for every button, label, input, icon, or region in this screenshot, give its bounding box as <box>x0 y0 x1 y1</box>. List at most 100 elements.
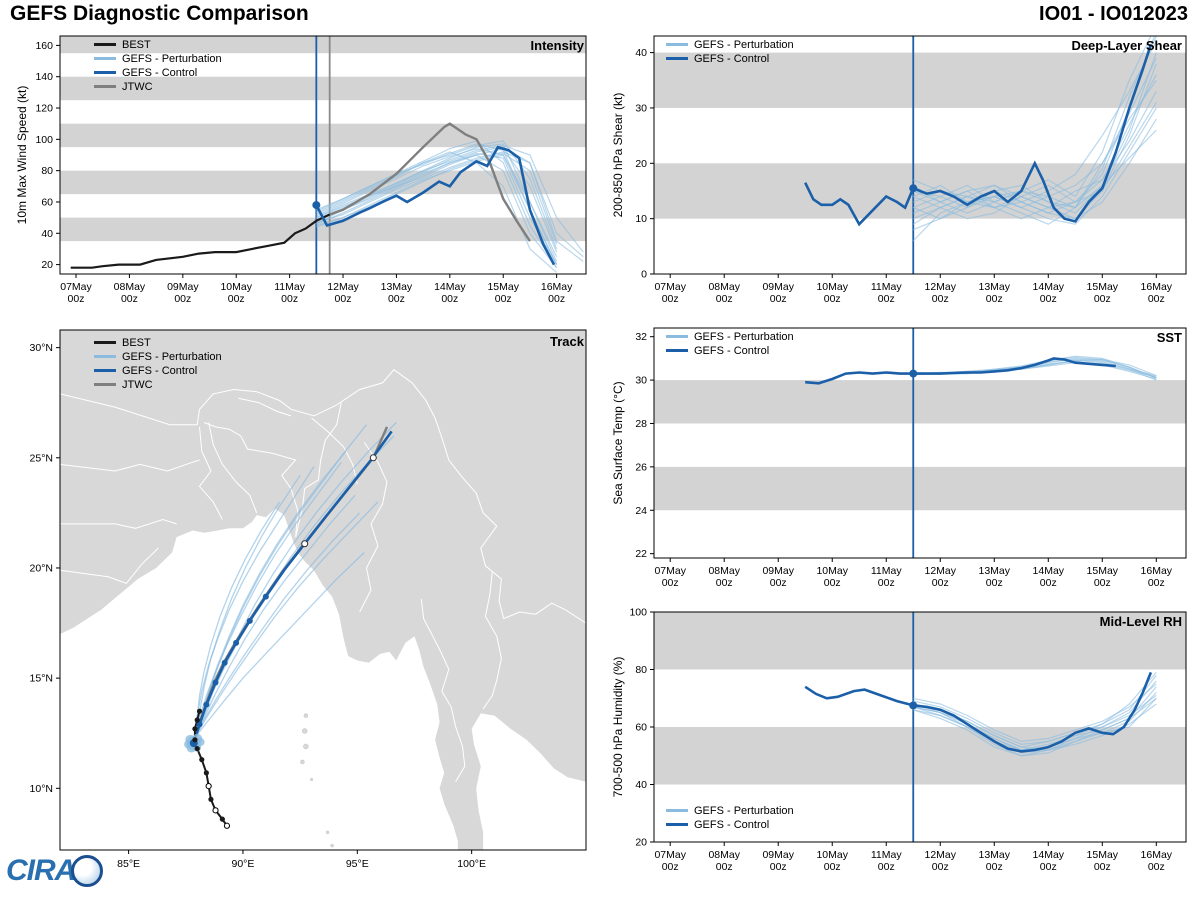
svg-text:00z: 00z <box>388 293 405 305</box>
svg-text:30: 30 <box>635 375 647 387</box>
legend-label: BEST <box>122 38 151 51</box>
svg-text:40: 40 <box>635 47 647 59</box>
svg-text:08May: 08May <box>708 281 740 293</box>
svg-text:40: 40 <box>41 228 53 240</box>
legend-item: GEFS - Control <box>94 364 222 377</box>
svg-text:16May: 16May <box>541 281 573 293</box>
rh-ylabel: 700-500 hPa Humidity (%) <box>611 656 625 798</box>
svg-text:00z: 00z <box>1094 577 1111 589</box>
svg-text:09May: 09May <box>762 565 794 577</box>
svg-text:00z: 00z <box>770 861 787 873</box>
legend-item: GEFS - Control <box>94 66 222 79</box>
sst-legend: GEFS - Perturbation GEFS - Control <box>666 330 794 357</box>
svg-text:00z: 00z <box>932 861 949 873</box>
sst-chart: 07May00z08May00z09May00z10May00z11May00z… <box>635 327 1187 589</box>
svg-text:09May: 09May <box>762 281 794 293</box>
svg-text:00z: 00z <box>986 293 1003 305</box>
svg-text:00z: 00z <box>1094 293 1111 305</box>
sst-title: SST <box>1156 330 1182 345</box>
svg-text:30: 30 <box>635 102 647 114</box>
rh-legend: GEFS - Perturbation GEFS - Control <box>666 804 794 831</box>
legend-label: JTWC <box>122 80 153 93</box>
rh-chart: 07May00z08May00z09May00z10May00z11May00z… <box>629 607 1187 873</box>
legend-item: GEFS - Control <box>666 344 794 357</box>
svg-text:00z: 00z <box>986 577 1003 589</box>
svg-text:16May: 16May <box>1141 849 1173 861</box>
rh-title: Mid-Level RH <box>1099 614 1182 629</box>
svg-text:85°E: 85°E <box>117 858 140 870</box>
perturbation-line-swatch <box>666 335 688 338</box>
svg-text:00z: 00z <box>1148 861 1165 873</box>
best-line-swatch <box>94 341 116 344</box>
svg-text:140: 140 <box>35 71 53 83</box>
intensity-chart: 07May00z08May00z09May00z10May00z11May00z… <box>35 35 587 305</box>
svg-text:12May: 12May <box>924 281 956 293</box>
legend-label: GEFS - Perturbation <box>122 52 222 65</box>
svg-text:80: 80 <box>41 165 53 177</box>
svg-text:120: 120 <box>35 103 53 115</box>
svg-text:24: 24 <box>635 505 647 517</box>
legend-item: GEFS - Control <box>666 52 794 65</box>
intensity-legend: BEST GEFS - Perturbation GEFS - Control … <box>94 38 222 93</box>
svg-text:100: 100 <box>629 607 647 619</box>
svg-text:28: 28 <box>635 418 647 430</box>
svg-text:14May: 14May <box>1033 565 1065 577</box>
svg-text:00z: 00z <box>932 293 949 305</box>
legend-label: GEFS - Perturbation <box>122 350 222 363</box>
svg-text:07May: 07May <box>654 849 686 861</box>
svg-text:12May: 12May <box>924 849 956 861</box>
shear-panel: 07May 00z 08May 00z 09May 00z 10May 00z 11May 00z… <box>606 30 1196 320</box>
legend-label: GEFS - Control <box>694 344 770 357</box>
sst-ylabel: Sea Surface Temp (°C) <box>611 381 625 505</box>
svg-text:09May: 09May <box>762 849 794 861</box>
svg-text:26: 26 <box>635 461 647 473</box>
svg-text:00z: 00z <box>1148 293 1165 305</box>
shear-title: Deep-Layer Shear <box>1071 38 1182 53</box>
svg-text:15May: 15May <box>1087 849 1119 861</box>
svg-text:14May: 14May <box>434 281 466 293</box>
cira-logo-text: CIRA <box>6 854 76 887</box>
svg-text:08May: 08May <box>708 565 740 577</box>
perturbation-line-swatch <box>666 809 688 812</box>
page-title: GEFS Diagnostic Comparison <box>10 2 309 25</box>
svg-text:00z: 00z <box>335 293 352 305</box>
svg-text:30°N: 30°N <box>30 342 53 354</box>
svg-text:08May: 08May <box>114 281 146 293</box>
svg-text:00z: 00z <box>770 577 787 589</box>
svg-text:10°N: 10°N <box>30 783 53 795</box>
svg-text:00z: 00z <box>1148 577 1165 589</box>
svg-text:10May: 10May <box>816 565 848 577</box>
svg-text:07May: 07May <box>654 281 686 293</box>
legend-item: BEST <box>94 38 222 51</box>
svg-text:00z: 00z <box>716 577 733 589</box>
shear-chart: 07May00z08May00z09May00z10May00z11May00z… <box>635 35 1187 305</box>
svg-text:00z: 00z <box>824 293 841 305</box>
svg-text:00z: 00z <box>1094 861 1111 873</box>
legend-label: GEFS - Control <box>122 66 198 79</box>
legend-item: JTWC <box>94 80 222 93</box>
svg-text:10May: 10May <box>816 849 848 861</box>
shear-ylabel: 200-850 hPa Shear (kt) <box>611 92 625 218</box>
svg-text:10May: 10May <box>816 281 848 293</box>
svg-text:100°E: 100°E <box>457 858 486 870</box>
intensity-title: Intensity <box>530 38 584 53</box>
legend-item: GEFS - Perturbation <box>666 330 794 343</box>
svg-text:60: 60 <box>41 196 53 208</box>
legend-item: BEST <box>94 336 222 349</box>
svg-text:100: 100 <box>35 134 53 146</box>
jtwc-line-swatch <box>94 85 116 88</box>
intensity-panel: 07May 00z 08May 00z 09May 00z 10May 00z 11May 00z… <box>8 30 598 320</box>
legend-item: GEFS - Perturbation <box>94 350 222 363</box>
perturbation-line-swatch <box>94 355 116 358</box>
svg-text:12May: 12May <box>924 565 956 577</box>
svg-text:00z: 00z <box>281 293 298 305</box>
perturbation-line-swatch <box>94 57 116 60</box>
svg-text:12May: 12May <box>327 281 359 293</box>
svg-text:11May: 11May <box>871 281 902 293</box>
svg-text:15May: 15May <box>1087 281 1119 293</box>
legend-label: BEST <box>122 336 151 349</box>
svg-text:00z: 00z <box>716 293 733 305</box>
svg-text:22: 22 <box>635 548 647 560</box>
svg-text:13May: 13May <box>381 281 413 293</box>
svg-text:13May: 13May <box>979 849 1011 861</box>
